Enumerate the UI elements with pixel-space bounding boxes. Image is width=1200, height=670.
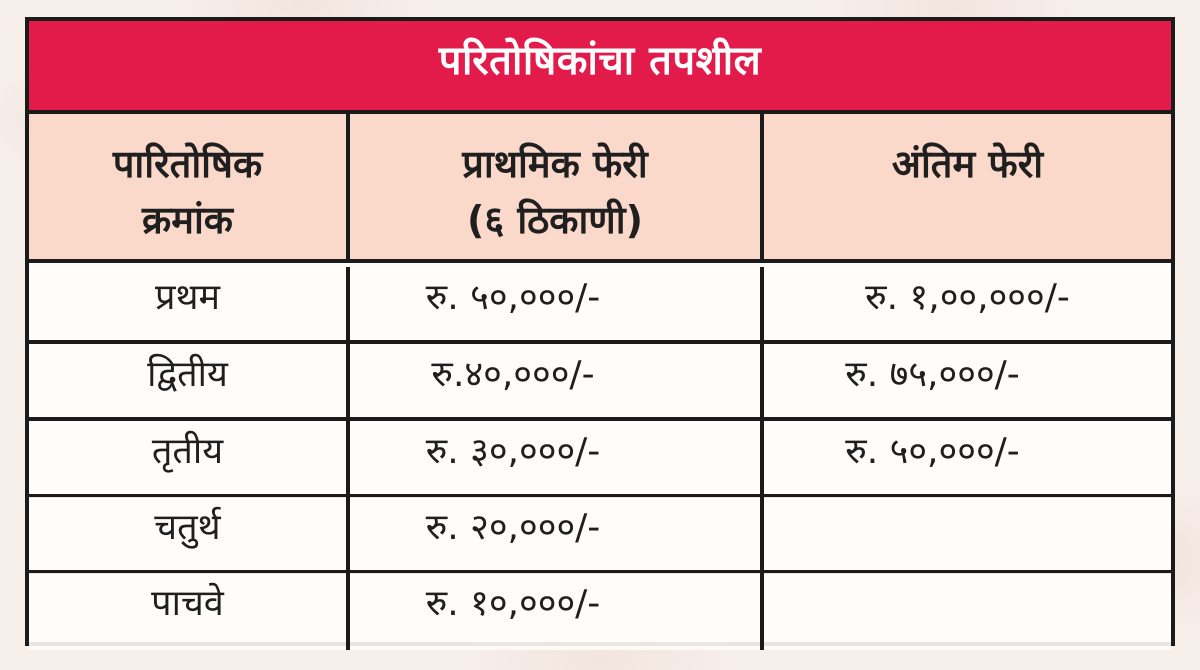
header-rank-label: पारितोषिक क्रमांक <box>112 142 263 242</box>
preliminary-prize-amount: रु. २०,०००/- <box>425 507 601 548</box>
rank-cell: प्रथम <box>29 267 350 340</box>
table-row: पाचवे रु. १०,०००/- <box>29 573 1171 650</box>
header-final-label: अंतिम फेरी <box>891 142 1044 186</box>
final-prize-cell: रु. ७५,०००/- <box>764 344 1171 417</box>
header-cell-rank: पारितोषिक क्रमांक <box>29 114 350 259</box>
preliminary-prize-cell: रु. ५०,०००/- <box>350 267 764 340</box>
table-row: द्वितीय रु.४०,०००/- रु. ७५,०००/- <box>29 344 1171 421</box>
preliminary-prize-amount: रु. ३०,०००/- <box>425 431 601 472</box>
header-preliminary-label: प्राथमिक फेरी (६ ठिकाणी) <box>462 142 648 242</box>
table-row: प्रथम रु. ५०,०००/- रु. १,००,०००/- <box>29 267 1171 344</box>
final-prize-amount: रु. ५०,०००/- <box>845 431 1020 472</box>
table-title-band: परितोषिकांचा तपशील <box>29 21 1171 114</box>
rank-cell: पाचवे <box>29 573 350 650</box>
final-prize-amount: रु. ७५,०००/- <box>845 354 1020 395</box>
header-cell-preliminary: प्राथमिक फेरी (६ ठिकाणी) <box>350 114 764 259</box>
final-prize-cell: रु. ५०,०००/- <box>764 421 1171 494</box>
rank-cell: द्वितीय <box>29 344 350 417</box>
column-header-row: पारितोषिक क्रमांक प्राथमिक फेरी (६ ठिकाण… <box>29 114 1171 263</box>
preliminary-prize-amount: रु. ५०,०००/- <box>425 277 601 318</box>
table-row: तृतीय रु. ३०,०००/- रु. ५०,०००/- <box>29 421 1171 498</box>
final-prize-cell: रु. १,००,०००/- <box>764 267 1171 340</box>
preliminary-prize-amount: रु. १०,०००/- <box>425 583 601 624</box>
preliminary-prize-amount: रु.४०,०००/- <box>431 354 595 395</box>
preliminary-prize-cell: रु.४०,०००/- <box>350 344 764 417</box>
rank-label: प्रथम <box>154 277 221 318</box>
table-title: परितोषिकांचा तपशील <box>438 38 762 84</box>
rank-cell: तृतीय <box>29 421 350 494</box>
rank-label: तृतीय <box>151 431 224 472</box>
final-prize-amount: रु. १,००,०००/- <box>865 277 1070 318</box>
final-prize-cell-empty <box>764 497 1171 570</box>
final-prize-cell-empty <box>764 573 1171 650</box>
rank-cell: चतुर्थ <box>29 497 350 570</box>
preliminary-prize-cell: रु. २०,०००/- <box>350 497 764 570</box>
rank-label: द्वितीय <box>147 354 228 395</box>
rank-label: पाचवे <box>151 583 224 624</box>
preliminary-prize-cell: रु. १०,०००/- <box>350 573 764 650</box>
preliminary-prize-cell: रु. ३०,०००/- <box>350 421 764 494</box>
header-cell-final: अंतिम फेरी <box>764 114 1171 259</box>
prize-details-table: परितोषिकांचा तपशील पारितोषिक क्रमांक प्र… <box>25 17 1175 650</box>
rank-label: चतुर्थ <box>154 507 221 548</box>
table-row: चतुर्थ रु. २०,०००/- <box>29 497 1171 574</box>
